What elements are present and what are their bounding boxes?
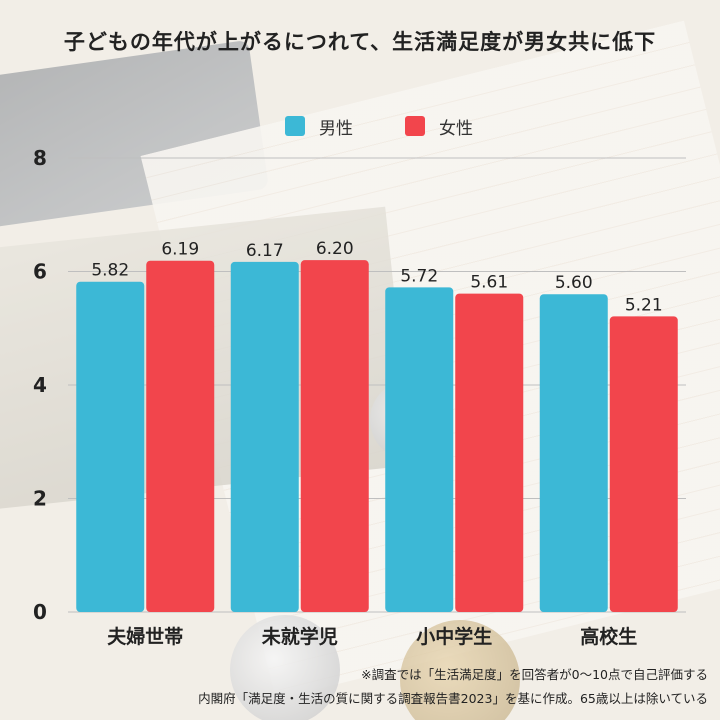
bar-male	[230, 261, 299, 612]
bar-male	[539, 294, 608, 612]
bar-female	[455, 293, 524, 612]
x-tick-label: 高校生	[580, 625, 637, 648]
data-label: 5.21	[625, 295, 663, 315]
bar-female	[146, 260, 215, 612]
data-label: 5.82	[91, 261, 129, 281]
legend-swatch-female	[405, 116, 425, 136]
legend-label-male: 男性	[319, 118, 353, 139]
legend-item-male: 男性	[285, 114, 353, 139]
legend-item-female: 女性	[405, 114, 473, 139]
chart-title: 子どもの年代が上がるにつれて、生活満足度が男女共に低下	[63, 30, 657, 54]
bar-male	[385, 287, 454, 612]
footnote-survey: ※調査では「生活満足度」を回答者が0～10点で自己評価する	[361, 667, 708, 682]
y-tick-label: 8	[33, 146, 47, 170]
data-label: 6.19	[161, 240, 199, 260]
y-tick-label: 4	[33, 373, 47, 397]
y-tick-label: 2	[33, 487, 47, 511]
bar-male	[76, 281, 145, 612]
coin-image	[400, 620, 520, 720]
legend-swatch-male	[285, 116, 305, 136]
data-label: 5.61	[470, 273, 508, 293]
bar-female	[300, 260, 369, 612]
x-tick-label: 未就学児	[261, 625, 338, 648]
legend: 男性 女性	[0, 114, 720, 139]
bar-chart: 0 2 4 6 8 5.82 6.19 夫婦世帯 6.17 6.20 未就学児 5.72 5.61 小中学…	[33, 146, 686, 648]
y-tick-label: 0	[33, 600, 47, 624]
footnote-source: 内閣府「満足度・生活の質に関する調査報告書2023」を基に作成。65歳以上は除い…	[198, 691, 708, 706]
data-label: 6.20	[316, 239, 354, 259]
legend-label-female: 女性	[439, 118, 473, 139]
y-tick-label: 6	[33, 260, 47, 284]
coin-image	[230, 615, 340, 720]
x-tick-label: 小中学生	[416, 625, 492, 648]
bar-female	[609, 316, 678, 612]
x-tick-label: 夫婦世帯	[107, 625, 183, 648]
data-label: 5.72	[400, 266, 438, 286]
data-label: 6.17	[246, 241, 284, 261]
data-label: 5.60	[555, 273, 593, 293]
